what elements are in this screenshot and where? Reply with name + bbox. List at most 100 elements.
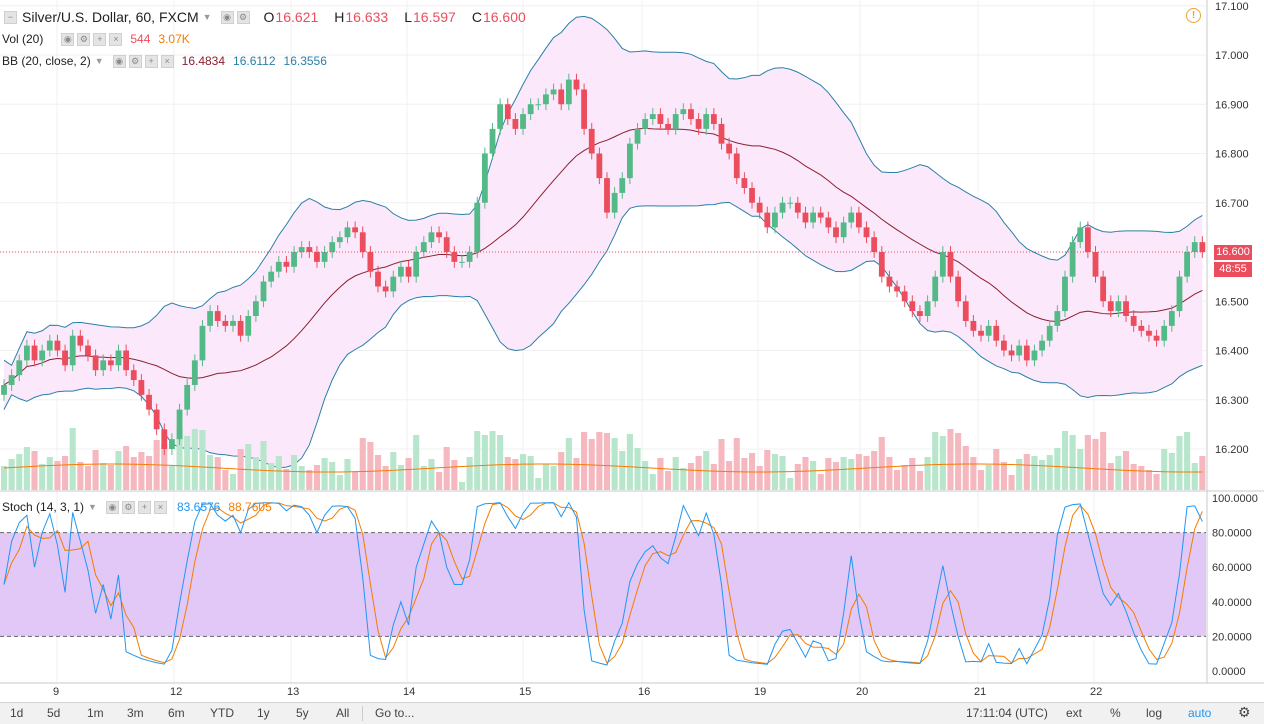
- candle-body: [1001, 340, 1007, 351]
- candle-body: [710, 114, 717, 124]
- volume-bar: [191, 429, 198, 490]
- ext-toggle[interactable]: ext: [1066, 706, 1083, 720]
- collapse-icon[interactable]: −: [4, 10, 17, 24]
- range-all-button[interactable]: All: [336, 706, 350, 720]
- chevron-down-icon[interactable]: ▼: [94, 56, 104, 66]
- volume-bar: [764, 450, 771, 490]
- close-icon[interactable]: ×: [153, 500, 167, 514]
- candle-body: [1168, 311, 1175, 326]
- range-ytd-button[interactable]: YTD: [210, 706, 234, 720]
- price-tick-label: 17.000: [1215, 50, 1249, 62]
- range-6m-button[interactable]: 6m: [168, 706, 185, 720]
- low-value: 16.597: [413, 9, 456, 25]
- candle-body: [726, 143, 733, 154]
- volume-bar: [321, 458, 328, 490]
- range-1m-button[interactable]: 1m: [87, 706, 104, 720]
- candle-body: [932, 276, 939, 302]
- volume-bar: [1184, 432, 1191, 490]
- candle-body: [1130, 316, 1137, 326]
- percent-toggle[interactable]: %: [1110, 706, 1121, 720]
- volume-bar: [1153, 474, 1160, 490]
- candle-body: [1184, 252, 1191, 277]
- volume-bar: [726, 461, 733, 490]
- symbol-title[interactable]: Silver/U.S. Dollar, 60, FXCM: [22, 9, 199, 25]
- stoch-tick-label: 60.0000: [1212, 562, 1252, 574]
- auto-toggle[interactable]: auto: [1188, 706, 1212, 720]
- eye-icon[interactable]: ◉: [220, 10, 234, 24]
- volume-bar: [718, 439, 725, 490]
- volume-bar: [1023, 454, 1030, 490]
- range-3m-button[interactable]: 3m: [127, 706, 144, 720]
- range-1d-button[interactable]: 1d: [10, 706, 24, 720]
- settings-icon[interactable]: ⚙: [236, 10, 250, 24]
- volume-bar: [626, 434, 633, 490]
- candle-body: [191, 360, 198, 385]
- candle-body: [46, 340, 53, 351]
- candle-body: [558, 89, 565, 105]
- range-5y-button[interactable]: 5y: [296, 706, 309, 720]
- settings-icon[interactable]: ⚙: [121, 500, 135, 514]
- candle-body: [855, 212, 862, 228]
- volume-bar: [46, 457, 53, 490]
- close-icon[interactable]: ×: [160, 54, 174, 68]
- volume-bar: [1130, 464, 1137, 490]
- volume-bar: [848, 459, 855, 490]
- volume-bar: [603, 433, 611, 490]
- volume-bar: [535, 478, 542, 490]
- volume-bar: [909, 458, 916, 490]
- volume-bar: [840, 457, 847, 490]
- eye-icon[interactable]: ◉: [112, 54, 126, 68]
- plus-icon[interactable]: +: [144, 54, 158, 68]
- time-axis-label: 21: [974, 686, 986, 698]
- time-axis-label: 12: [170, 686, 182, 698]
- candle-body: [1, 384, 7, 395]
- candle-body: [1062, 276, 1068, 312]
- volume-value: 544: [130, 32, 151, 46]
- close-icon[interactable]: ×: [109, 32, 123, 46]
- volume-bar: [405, 458, 412, 490]
- eye-icon[interactable]: ◉: [61, 32, 75, 46]
- chevron-down-icon[interactable]: ▼: [202, 12, 212, 22]
- high-value: 16.633: [345, 9, 389, 25]
- candle-body: [85, 345, 91, 356]
- settings-icon[interactable]: ⚙: [77, 32, 91, 46]
- candle-body: [321, 252, 328, 262]
- volume-title[interactable]: Vol (20): [2, 32, 44, 46]
- candle-body: [604, 178, 610, 213]
- candle-body: [1146, 330, 1152, 336]
- eye-icon[interactable]: ◉: [105, 500, 119, 514]
- volume-bar: [542, 464, 549, 490]
- volume-bar: [672, 457, 679, 490]
- candle-body: [428, 232, 435, 243]
- log-toggle[interactable]: log: [1146, 706, 1163, 720]
- bollinger-fill: [4, 16, 1203, 468]
- plus-icon[interactable]: +: [93, 32, 107, 46]
- volume-bar: [1191, 463, 1198, 490]
- chevron-down-icon[interactable]: ▼: [88, 502, 97, 512]
- settings-gear-icon[interactable]: ⚙: [1238, 704, 1251, 720]
- range-1y-button[interactable]: 1y: [257, 706, 270, 720]
- bb-title[interactable]: BB (20, close, 2): [2, 54, 91, 68]
- candle-body: [436, 232, 442, 238]
- stoch-title[interactable]: Stoch (14, 3, 1): [2, 500, 85, 514]
- candle-body: [298, 247, 305, 252]
- settings-icon[interactable]: ⚙: [128, 54, 142, 68]
- candle-body: [398, 266, 404, 277]
- candle-body: [543, 94, 549, 105]
- alert-icon[interactable]: !: [1186, 8, 1201, 23]
- candle-body: [909, 301, 916, 312]
- volume-bar: [794, 464, 801, 490]
- plus-icon[interactable]: +: [137, 500, 151, 514]
- volume-bar: [779, 456, 786, 490]
- candle-body: [871, 237, 878, 252]
- volume-bar: [710, 464, 717, 490]
- candle-body: [1069, 242, 1076, 277]
- volume-bar: [642, 461, 649, 490]
- candle-body: [810, 212, 816, 223]
- stoch-k-value: 83.6576: [176, 500, 221, 514]
- volume-bar: [817, 474, 824, 490]
- range-5d-button[interactable]: 5d: [47, 706, 61, 720]
- goto-button[interactable]: Go to...: [375, 706, 415, 720]
